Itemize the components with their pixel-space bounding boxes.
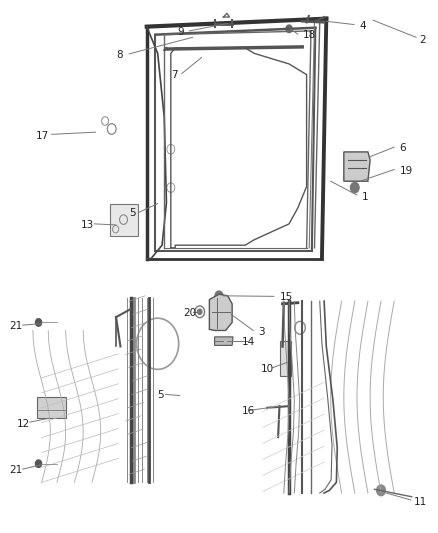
Text: 16: 16 bbox=[242, 407, 255, 416]
Text: 21: 21 bbox=[10, 321, 23, 331]
Text: 15: 15 bbox=[279, 293, 293, 302]
Circle shape bbox=[350, 182, 359, 193]
Circle shape bbox=[35, 460, 42, 467]
Circle shape bbox=[35, 319, 42, 326]
Bar bbox=[37, 397, 66, 418]
Circle shape bbox=[198, 309, 202, 314]
Text: 17: 17 bbox=[36, 131, 49, 141]
Text: 3: 3 bbox=[258, 327, 265, 336]
Text: 21: 21 bbox=[10, 465, 23, 475]
Bar bbox=[280, 341, 291, 376]
Text: 20: 20 bbox=[183, 308, 196, 318]
Text: 14: 14 bbox=[242, 337, 255, 347]
Text: 9: 9 bbox=[178, 27, 184, 37]
Circle shape bbox=[215, 291, 223, 301]
Text: 5: 5 bbox=[158, 391, 164, 400]
Circle shape bbox=[286, 25, 292, 33]
Text: 19: 19 bbox=[399, 166, 413, 175]
Text: 10: 10 bbox=[261, 364, 274, 374]
Text: 12: 12 bbox=[17, 419, 30, 429]
Circle shape bbox=[377, 485, 385, 496]
Polygon shape bbox=[215, 337, 233, 345]
Text: 2: 2 bbox=[420, 35, 426, 45]
Bar bbox=[110, 204, 138, 236]
Text: 13: 13 bbox=[81, 220, 94, 230]
Text: 8: 8 bbox=[116, 50, 123, 60]
Text: 18: 18 bbox=[303, 30, 316, 40]
Text: 11: 11 bbox=[414, 497, 427, 507]
Text: 7: 7 bbox=[171, 70, 177, 79]
Text: 1: 1 bbox=[361, 192, 368, 202]
Polygon shape bbox=[209, 294, 232, 330]
Text: 4: 4 bbox=[359, 21, 366, 30]
Polygon shape bbox=[344, 152, 370, 181]
Text: 5: 5 bbox=[129, 208, 136, 218]
Text: 6: 6 bbox=[399, 143, 406, 153]
